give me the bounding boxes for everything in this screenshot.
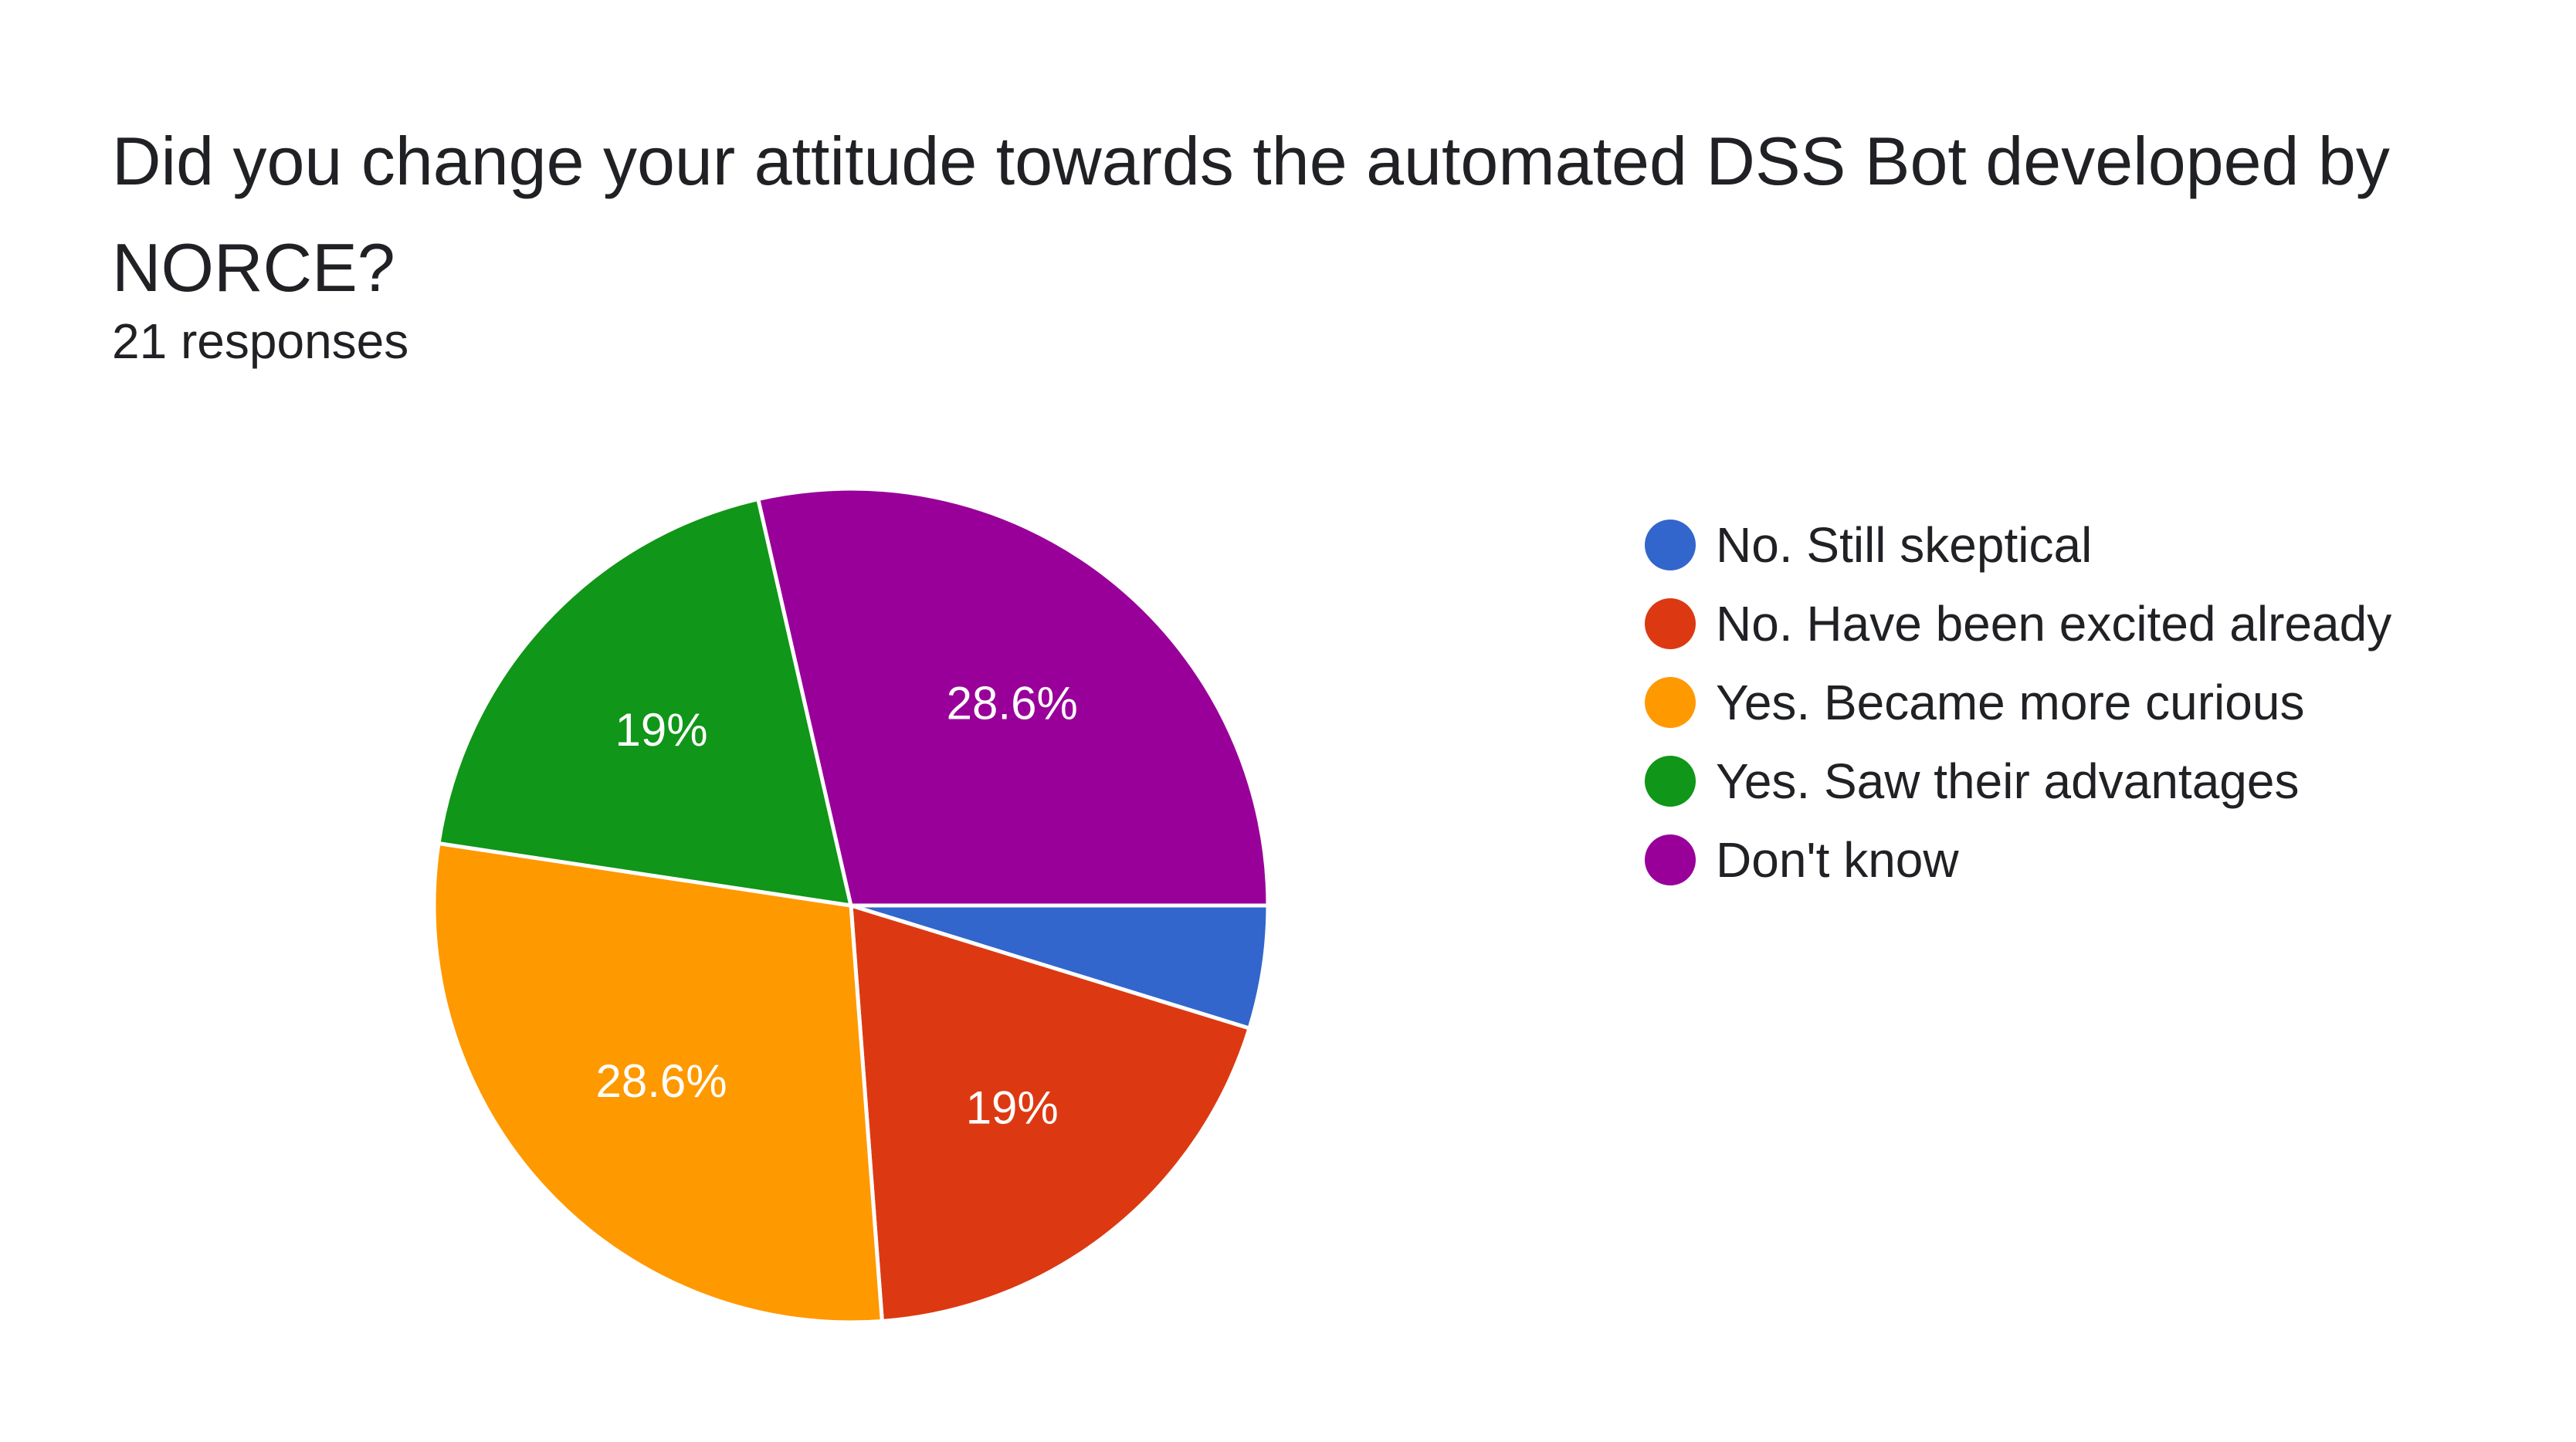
pie-slice-more-curious[interactable] xyxy=(432,841,885,1325)
legend-item-more-curious[interactable]: Yes. Became more curious xyxy=(1645,663,2391,742)
pie-label-dont-know: 28.6% xyxy=(947,678,1078,729)
legend-label-excited-already: No. Have been excited already xyxy=(1716,596,2392,652)
legend-label-saw-advantages: Yes. Saw their advantages xyxy=(1716,753,2300,809)
legend-item-saw-advantages[interactable]: Yes. Saw their advantages xyxy=(1645,742,2391,821)
legend-label-more-curious: Yes. Became more curious xyxy=(1716,675,2305,730)
legend-swatch-still-skeptical xyxy=(1645,520,1696,570)
pie-label-saw-advantages: 19% xyxy=(615,704,708,756)
legend-item-still-skeptical[interactable]: No. Still skeptical xyxy=(1645,506,2391,584)
legend-item-excited-already[interactable]: No. Have been excited already xyxy=(1645,584,2391,663)
pie-label-excited-already: 19% xyxy=(966,1082,1059,1133)
pie-slice-excited-already[interactable] xyxy=(849,902,1252,1324)
legend-item-dont-know[interactable]: Don't know xyxy=(1645,821,2391,899)
response-count: 21 responses xyxy=(112,313,409,369)
legend-swatch-excited-already xyxy=(1645,598,1696,649)
pie-label-more-curious: 28.6% xyxy=(596,1055,727,1107)
legend-label-dont-know: Don't know xyxy=(1716,832,1959,888)
legend-swatch-more-curious xyxy=(1645,677,1696,728)
pie-slice-dont-know[interactable] xyxy=(755,486,1270,908)
legend-swatch-saw-advantages xyxy=(1645,756,1696,807)
pie-slice-saw-advantages[interactable] xyxy=(436,496,854,909)
legend: No. Still skeptical No. Have been excite… xyxy=(1645,506,2391,899)
chart-title: Did you change your attitude towards the… xyxy=(112,123,2390,306)
legend-swatch-dont-know xyxy=(1645,834,1696,885)
legend-label-still-skeptical: No. Still skeptical xyxy=(1716,517,2093,573)
